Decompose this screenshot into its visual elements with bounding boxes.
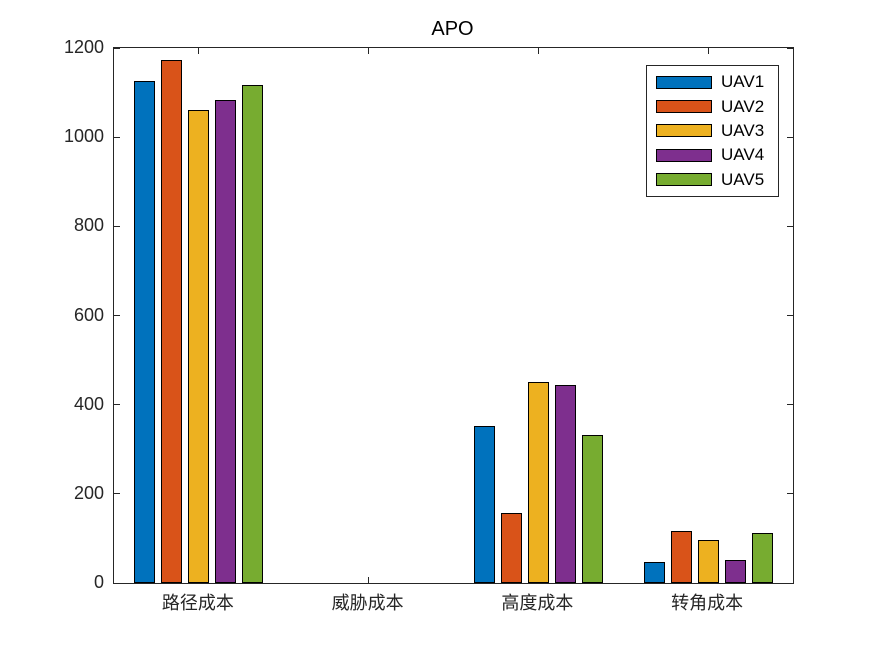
bar-UAV4-路径成本 — [215, 100, 236, 583]
legend-label: UAV3 — [721, 120, 765, 140]
y-tick-mark — [787, 404, 793, 406]
x-tick-mark — [707, 48, 709, 54]
legend-label: UAV1 — [721, 72, 765, 92]
x-axis-category-label: 威胁成本 — [331, 593, 404, 613]
bar-UAV5-转角成本 — [752, 533, 773, 583]
x-axis-category-label: 路径成本 — [161, 593, 234, 613]
x-tick-mark — [368, 577, 370, 583]
x-tick-mark — [537, 48, 539, 54]
x-tick-mark — [368, 48, 370, 54]
y-axis-tick-label: 600 — [73, 304, 104, 325]
bar-UAV1-路径成本 — [134, 81, 155, 583]
y-tick-mark — [787, 493, 793, 495]
y-tick-mark — [787, 225, 793, 227]
y-tick-mark — [787, 136, 793, 138]
y-tick-mark — [114, 136, 120, 138]
legend-swatch-UAV2 — [656, 100, 712, 114]
bar-UAV4-转角成本 — [725, 560, 746, 583]
bar-UAV4-高度成本 — [555, 385, 576, 583]
legend-swatch-UAV5 — [656, 173, 712, 187]
y-tick-mark — [114, 315, 120, 316]
legend-label: UAV4 — [721, 145, 765, 165]
y-tick-mark — [114, 582, 120, 584]
legend-item-UAV2: UAV2 — [656, 97, 778, 117]
bar-UAV3-路径成本 — [188, 110, 209, 583]
legend-swatch-UAV3 — [656, 124, 712, 138]
bar-UAV1-转角成本 — [644, 562, 665, 583]
y-axis-tick-label: 200 — [73, 482, 104, 503]
y-tick-mark — [787, 47, 793, 49]
legend-swatch-UAV4 — [656, 148, 712, 162]
y-tick-mark — [787, 582, 793, 584]
x-tick-mark — [198, 48, 200, 54]
y-tick-mark — [114, 493, 120, 495]
bar-UAV1-高度成本 — [474, 426, 495, 583]
legend-item-UAV1: UAV1 — [656, 72, 778, 92]
y-tick-mark — [114, 225, 120, 227]
y-tick-mark — [114, 47, 120, 49]
legend: UAV1 UAV2 UAV3 UAV4 UAV5 — [646, 65, 779, 197]
x-axis-category-label: 高度成本 — [501, 593, 574, 613]
bar-UAV3-高度成本 — [528, 382, 549, 583]
bar-UAV3-转角成本 — [698, 540, 719, 583]
bar-UAV5-高度成本 — [582, 435, 603, 583]
y-axis-tick-label: 1200 — [63, 37, 104, 57]
x-axis-category-label: 转角成本 — [671, 593, 744, 613]
y-axis-tick-label: 1000 — [63, 126, 104, 147]
chart-title: APO — [431, 18, 474, 40]
legend-item-UAV5: UAV5 — [656, 170, 778, 190]
y-tick-mark — [114, 404, 120, 406]
legend-swatch-UAV1 — [656, 75, 712, 89]
legend-label: UAV2 — [721, 96, 765, 116]
legend-item-UAV4: UAV4 — [656, 145, 778, 165]
y-tick-mark — [787, 315, 793, 316]
legend-item-UAV3: UAV3 — [656, 121, 778, 141]
y-axis-tick-label: 400 — [73, 393, 104, 414]
legend-label: UAV5 — [721, 169, 765, 189]
bar-UAV2-转角成本 — [671, 531, 692, 583]
y-axis-tick-label: 0 — [93, 572, 104, 592]
bar-UAV5-路径成本 — [242, 85, 263, 583]
bar-UAV2-路径成本 — [161, 60, 182, 583]
y-axis-tick-label: 800 — [73, 215, 104, 236]
bar-UAV2-高度成本 — [501, 513, 522, 583]
